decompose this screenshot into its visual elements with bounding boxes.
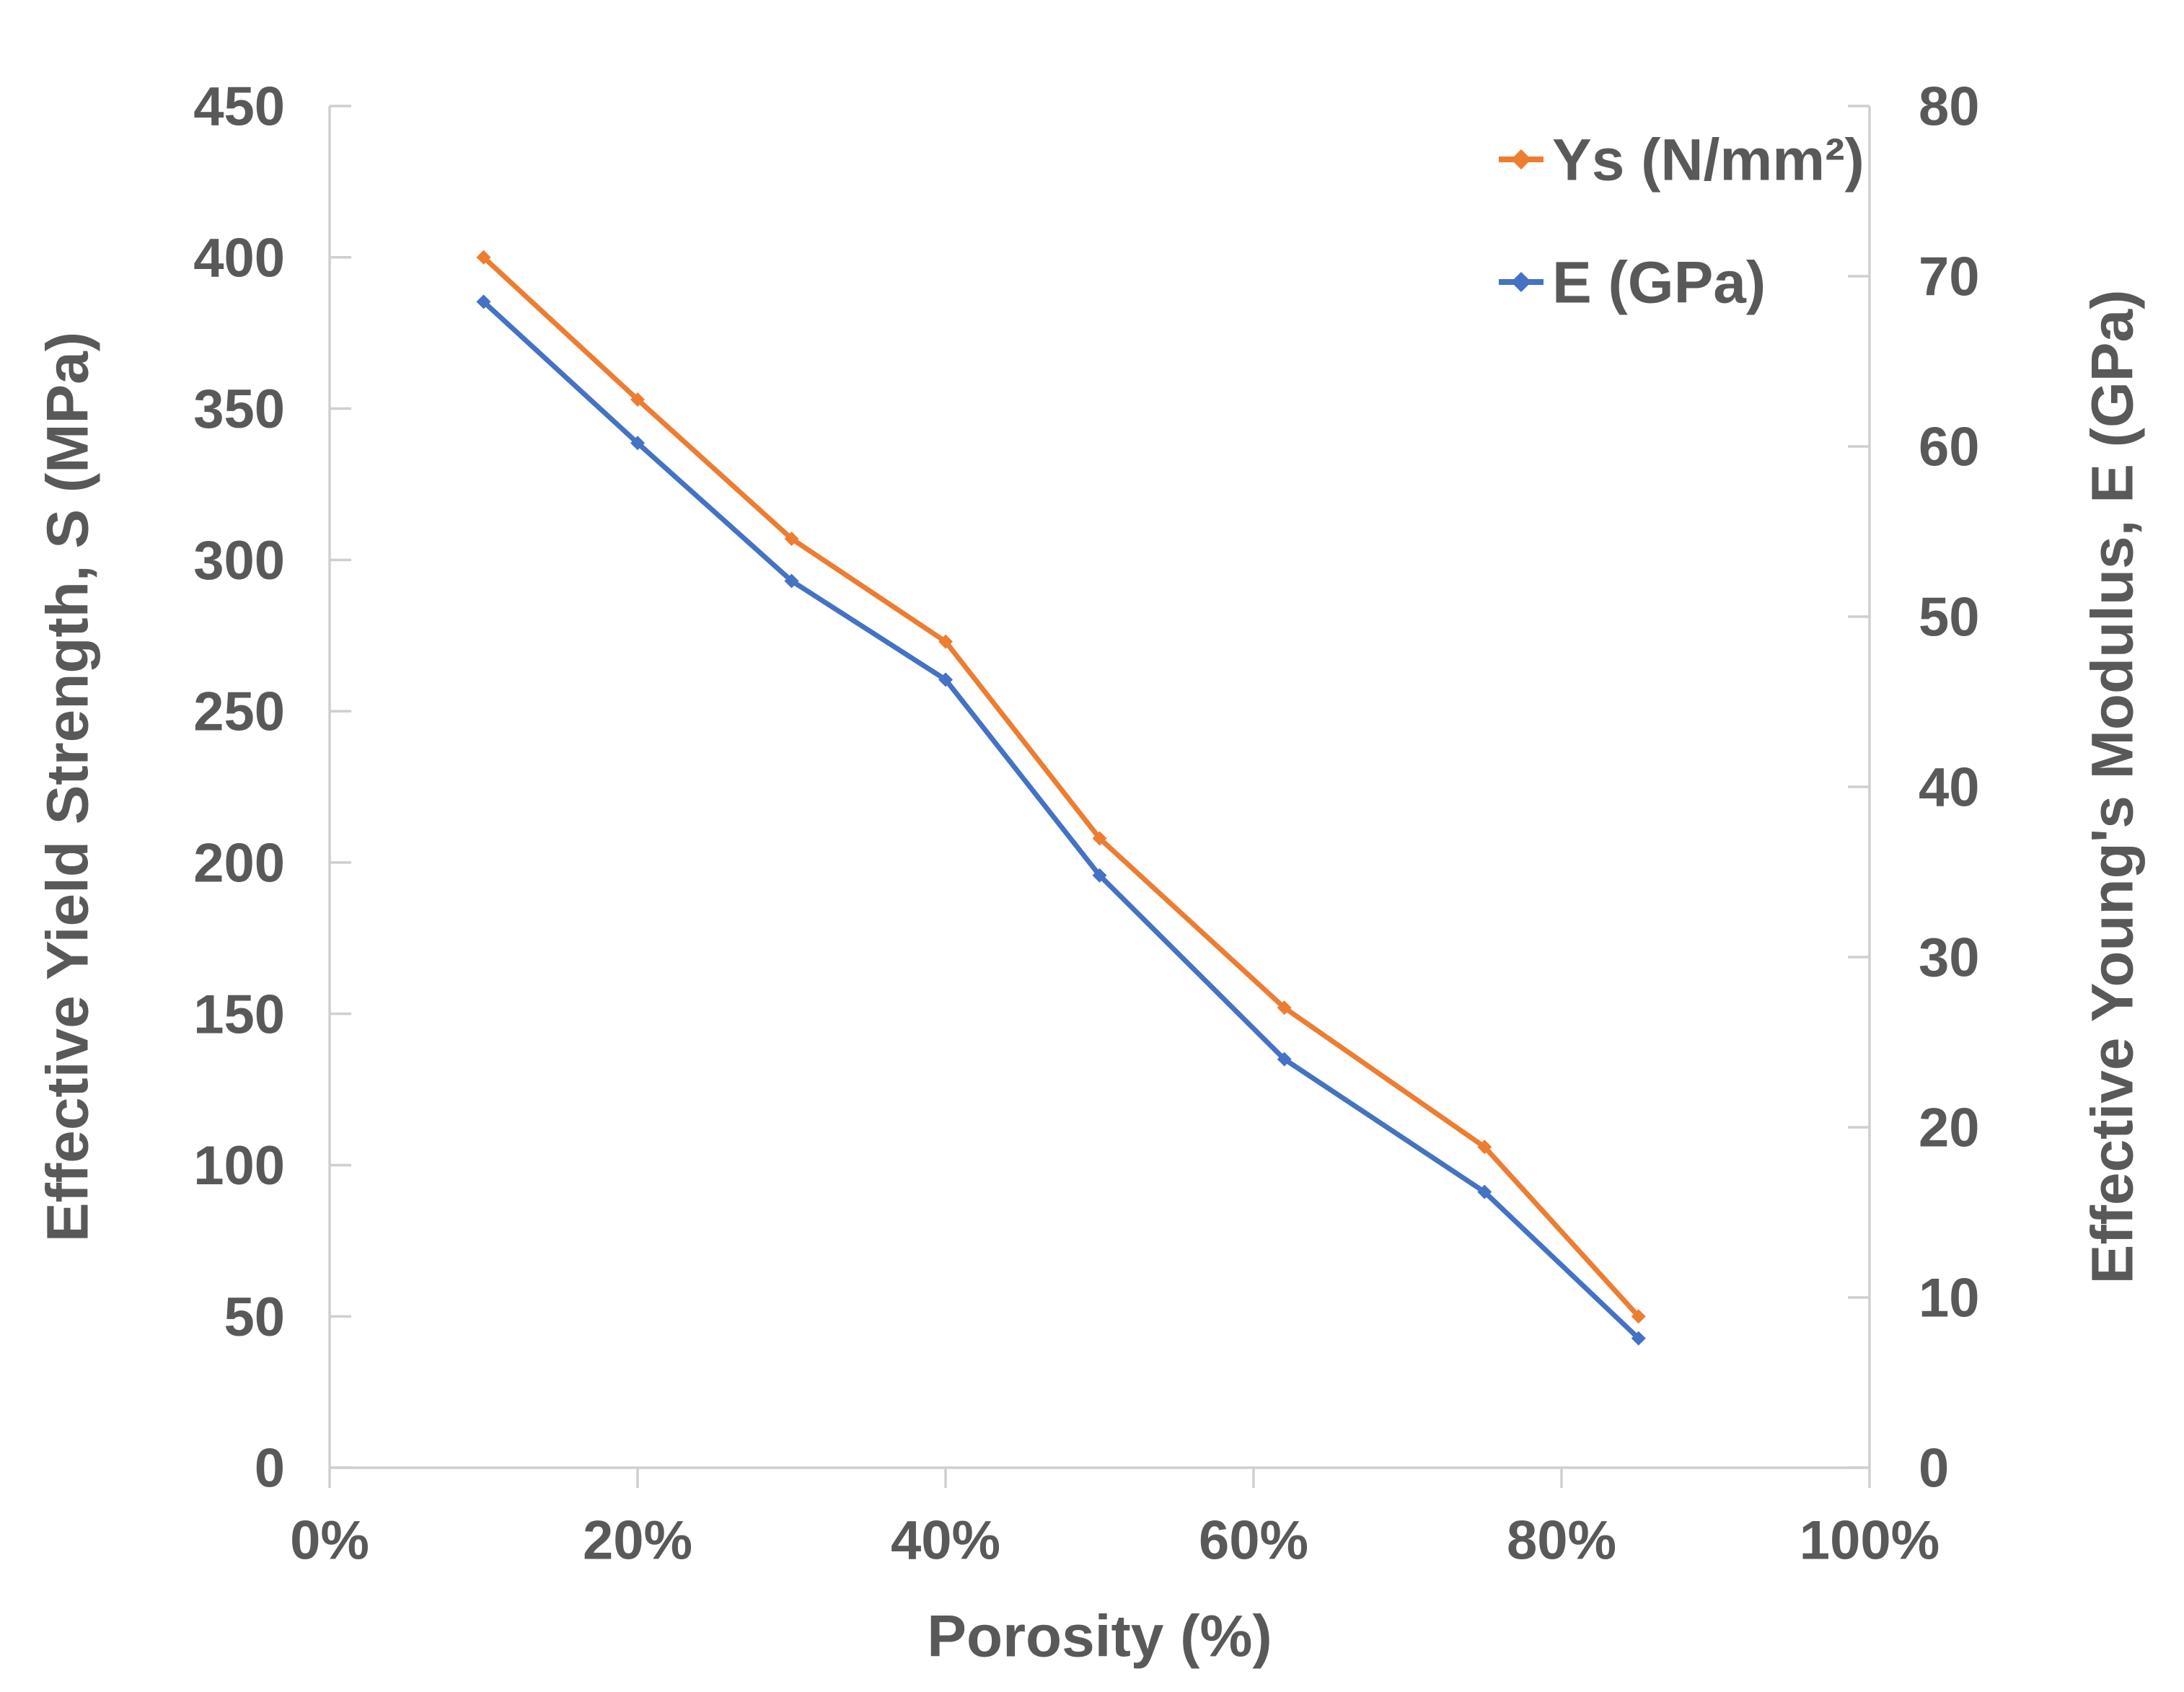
x-axis-tick-label: 100%: [1800, 1510, 1939, 1572]
right-axis-tick-label: 20: [1919, 1098, 1980, 1159]
legend: Ys (N/mm²) E (GPa): [1499, 128, 1864, 316]
right-axis-tick-label: 30: [1919, 927, 1980, 989]
left-axis-tick-label: 200: [193, 832, 285, 894]
left-axis-tick-label: 0: [255, 1438, 285, 1499]
left-axis-tick-label: 50: [224, 1287, 285, 1348]
right-y-axis: 0 10 20 30 40 50 60 70 80: [1848, 76, 1980, 1499]
legend-marker-diamond: [1511, 272, 1531, 292]
left-axis-tick-label: 400: [193, 227, 285, 288]
data-point-marker: [1477, 1184, 1492, 1199]
data-point-marker: [630, 436, 645, 451]
right-axis-tick-label: 10: [1919, 1268, 1980, 1329]
left-axis-tick-label: 100: [193, 1135, 285, 1197]
data-point-marker: [1631, 1331, 1646, 1346]
left-axis-tick-label: 450: [193, 76, 285, 138]
x-axis-tick-label: 0%: [290, 1510, 369, 1572]
data-point-marker: [1277, 1000, 1292, 1015]
data-point-marker: [476, 294, 491, 309]
right-axis-tick-label: 60: [1919, 417, 1980, 478]
legend-label: Ys (N/mm²): [1552, 128, 1864, 193]
data-point-marker: [476, 250, 491, 265]
data-point-marker: [938, 634, 953, 649]
left-axis-title: Effective Yield Strength, S (MPa): [35, 332, 101, 1242]
x-axis-tick-label: 60%: [1199, 1510, 1308, 1572]
legend-item: E (GPa): [1499, 250, 1766, 316]
data-point-marker: [1477, 1140, 1492, 1155]
x-axis-tick-label: 80%: [1507, 1510, 1616, 1572]
left-axis-tick-label: 250: [193, 682, 285, 743]
data-point-marker: [1631, 1309, 1646, 1324]
series-line-e: [481, 299, 1642, 1341]
axis-titles: Porosity (%) Effective Yield Strength, S …: [35, 290, 2146, 1670]
right-axis-title: Effective Young's Modulus, E (GPa): [2080, 290, 2146, 1285]
legend-item: Ys (N/mm²): [1499, 128, 1864, 193]
data-point-marker: [1277, 1052, 1292, 1067]
x-axis-tick-label: 20%: [583, 1510, 692, 1572]
data-point-marker: [1092, 831, 1107, 846]
x-axis-tick-label: 40%: [891, 1510, 1000, 1572]
left-axis-tick-label: 150: [193, 984, 285, 1045]
series-layer: [476, 250, 1646, 1346]
data-point-marker: [630, 392, 645, 407]
left-axis-tick-label: 300: [193, 530, 285, 591]
legend-marker-diamond: [1511, 149, 1531, 169]
x-axis-title: Porosity (%): [927, 1604, 1272, 1670]
right-axis-tick-label: 40: [1919, 757, 1980, 819]
right-axis-tick-label: 0: [1919, 1438, 1949, 1499]
legend-label: E (GPa): [1552, 250, 1766, 316]
x-axis: 0% 20% 40% 60% 80% 100%: [290, 1468, 1939, 1572]
data-point-marker: [938, 672, 953, 687]
right-axis-tick-label: 50: [1919, 587, 1980, 648]
data-point-marker: [784, 531, 799, 546]
left-axis-tick-label: 350: [193, 379, 285, 440]
data-point-marker: [1092, 868, 1107, 883]
data-point-marker: [784, 573, 799, 589]
left-y-axis: 0 50 100 150 200 250 300 350 400 450: [193, 76, 351, 1499]
right-axis-tick-label: 80: [1919, 76, 1980, 138]
series-line-ys: [481, 255, 1642, 1319]
right-axis-tick-label: 70: [1919, 247, 1980, 308]
